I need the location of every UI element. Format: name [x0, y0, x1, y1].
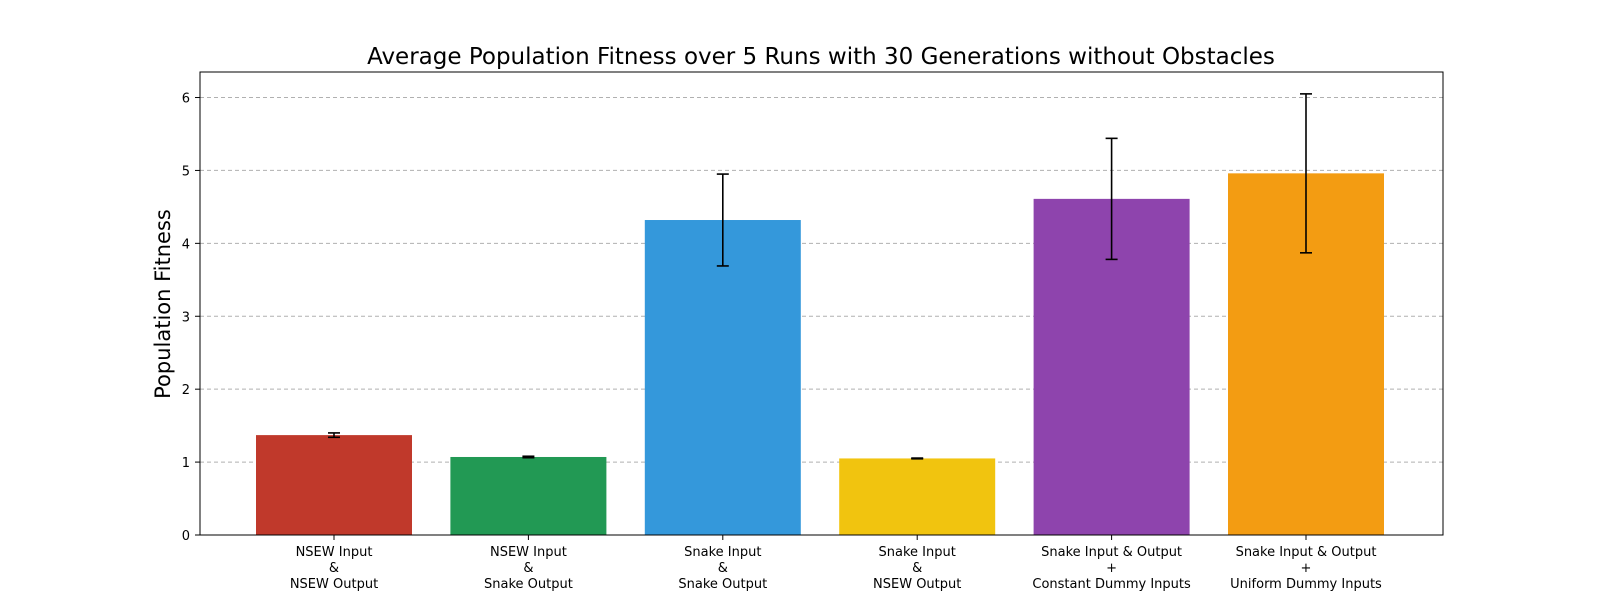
- plot-frame: [199, 71, 1444, 536]
- x-ticks: NSEW Input & NSEW Output NSEW Input & Snake O…: [290, 535, 1382, 592]
- x-tick-label: Snake Input & Snake Output: [678, 545, 767, 592]
- x-tick-label: NSEW Input & NSEW Output: [290, 545, 378, 592]
- y-axis-label: Population Fitness: [151, 209, 175, 399]
- y-tick-label: 0: [182, 529, 190, 544]
- x-tick-label: NSEW Input & Snake Output: [484, 545, 573, 592]
- y-tick-label: 5: [182, 164, 190, 179]
- chart-title: Average Population Fitness over 5 Runs w…: [367, 44, 1275, 70]
- y-ticks: 0 1 2 3 4 5 6: [182, 92, 200, 544]
- y-tick-label: 3: [182, 310, 190, 325]
- y-tick-label: 1: [182, 456, 190, 471]
- bar: [256, 435, 412, 535]
- bars: [256, 173, 1384, 536]
- y-tick-label: 2: [182, 383, 190, 398]
- error-bars: [328, 93, 1312, 460]
- bar: [839, 458, 996, 535]
- x-tick-label: Snake Input & NSEW Output: [873, 545, 961, 592]
- bar: [450, 456, 607, 535]
- y-tick-label: 6: [182, 92, 190, 107]
- x-tick-label: Snake Input & Output + Uniform Dummy Input…: [1230, 545, 1382, 592]
- x-tick-label: Snake Input & Output + Constant Dummy Inpu…: [1032, 545, 1191, 592]
- bar: [644, 220, 801, 536]
- y-tick-label: 4: [182, 237, 190, 252]
